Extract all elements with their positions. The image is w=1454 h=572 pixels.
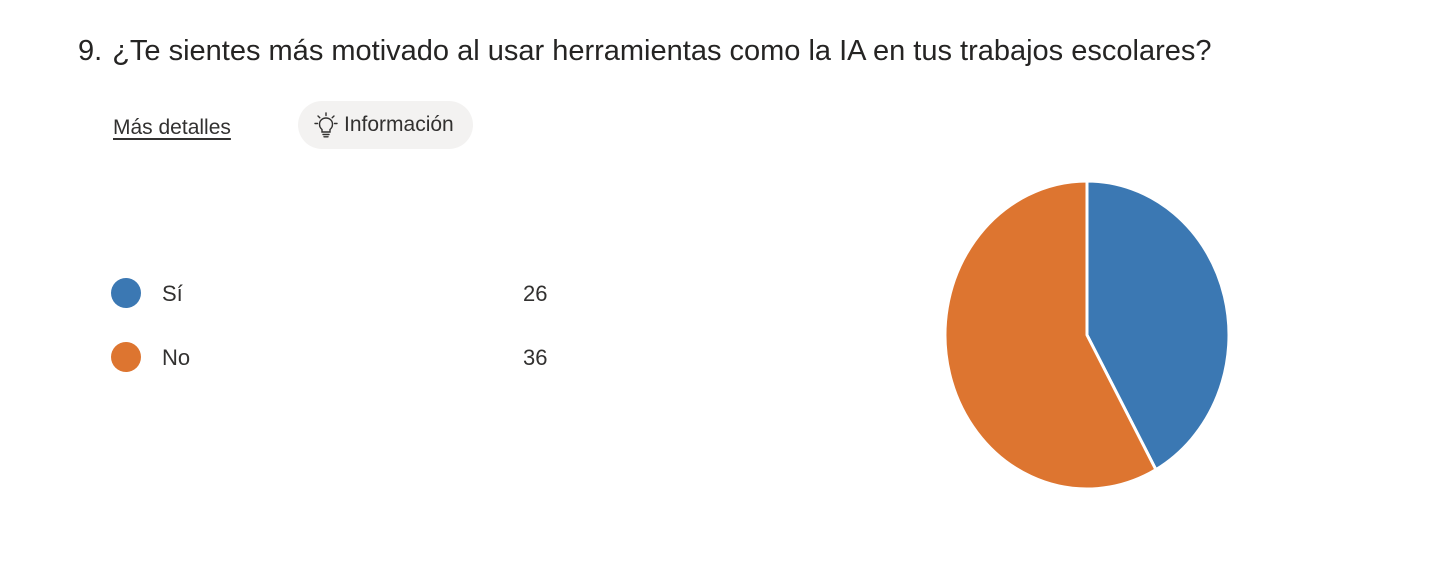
legend-count-si: 26 xyxy=(523,281,548,306)
legend-label-si: Sí xyxy=(162,281,183,306)
question-text: ¿Te sientes más motivado al usar herrami… xyxy=(112,35,1212,67)
legend-label-no: No xyxy=(162,345,191,370)
chart-legend: Sí 26 No 36 xyxy=(111,276,571,404)
legend-item-no: No 36 xyxy=(111,340,571,404)
pie-chart xyxy=(943,179,1231,491)
info-button-label: Información xyxy=(344,113,454,136)
question-number: 9. xyxy=(78,35,103,67)
question-title: 9. ¿Te sientes más motivado al usar herra… xyxy=(78,30,1211,72)
pie-chart-container xyxy=(940,176,1234,494)
legend-swatch-si xyxy=(111,278,141,308)
legend-item-si: Sí 26 xyxy=(111,276,571,340)
legend-count-no: 36 xyxy=(523,345,548,370)
info-button[interactable]: Información xyxy=(298,101,473,149)
legend-swatch-no xyxy=(111,342,141,372)
pie-slice-no[interactable] xyxy=(943,179,1158,491)
pie-slice-si[interactable] xyxy=(1085,179,1231,472)
lightbulb-icon xyxy=(314,112,338,138)
more-details-link[interactable]: Más detalles xyxy=(113,116,231,139)
